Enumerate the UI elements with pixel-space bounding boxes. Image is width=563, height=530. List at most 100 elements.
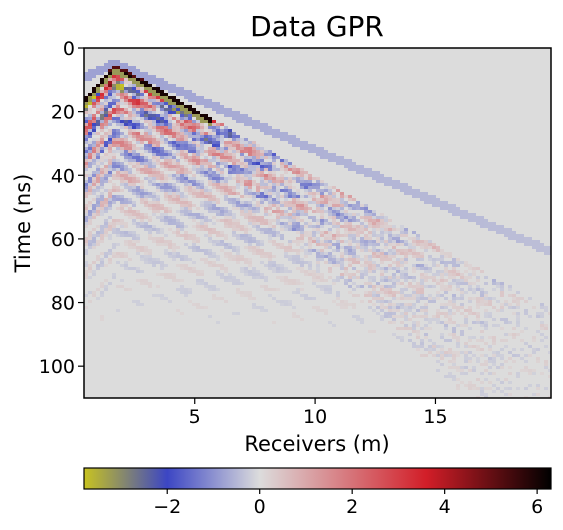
heatmap-cell: [192, 216, 196, 219]
heatmap-cell: [148, 147, 152, 150]
heatmap-cell: [528, 369, 532, 372]
heatmap-cell: [156, 186, 160, 189]
heatmap-cell: [236, 174, 240, 177]
heatmap-cell: [136, 147, 140, 150]
heatmap-cell: [312, 231, 316, 234]
heatmap-cell: [288, 258, 292, 261]
heatmap-cell: [144, 201, 148, 204]
heatmap-cell: [112, 174, 116, 177]
heatmap-cell: [200, 195, 204, 198]
heatmap-cell: [364, 249, 368, 252]
heatmap-cell: [104, 207, 108, 210]
heatmap-cell: [180, 123, 184, 126]
heatmap-cell: [488, 297, 492, 300]
heatmap-cell: [256, 186, 260, 189]
heatmap-cell: [416, 264, 420, 267]
heatmap-cell: [200, 102, 204, 105]
heatmap-cell: [268, 162, 272, 165]
heatmap-cell: [136, 87, 140, 90]
heatmap-cell: [432, 201, 436, 204]
heatmap-cell: [316, 201, 320, 204]
heatmap-cell: [252, 246, 256, 249]
heatmap-cell: [400, 339, 404, 342]
heatmap-cell: [308, 249, 312, 252]
heatmap-cell: [456, 261, 460, 264]
heatmap-cell: [380, 270, 384, 273]
heatmap-cell: [200, 201, 204, 204]
heatmap-cell: [112, 222, 116, 225]
heatmap-cell: [100, 162, 104, 165]
heatmap-cell: [336, 228, 340, 231]
heatmap-cell: [88, 135, 92, 138]
heatmap-cell: [124, 66, 128, 69]
heatmap-cell: [252, 252, 256, 255]
heatmap-cell: [452, 258, 456, 261]
heatmap-cell: [148, 171, 152, 174]
heatmap-cell: [84, 276, 88, 279]
heatmap-cell: [200, 282, 204, 285]
heatmap-cell: [108, 153, 112, 156]
heatmap-cell: [212, 210, 216, 213]
heatmap-cell: [112, 81, 116, 84]
heatmap-cell: [144, 99, 148, 102]
heatmap-cell: [132, 192, 136, 195]
heatmap-cell: [408, 249, 412, 252]
heatmap-cell: [320, 309, 324, 312]
heatmap-cell: [316, 252, 320, 255]
heatmap-cell: [344, 273, 348, 276]
heatmap-cell: [104, 93, 108, 96]
heatmap-cell: [452, 264, 456, 267]
heatmap-cell: [260, 126, 264, 129]
heatmap-cell: [304, 192, 308, 195]
heatmap-cell: [404, 288, 408, 291]
heatmap-cell: [128, 240, 132, 243]
heatmap-cell: [92, 177, 96, 180]
heatmap-cell: [324, 189, 328, 192]
heatmap-cell: [168, 210, 172, 213]
heatmap-cell: [168, 228, 172, 231]
heatmap-cell: [220, 189, 224, 192]
heatmap-cell: [100, 126, 104, 129]
heatmap-cell: [272, 225, 276, 228]
heatmap-cell: [336, 264, 340, 267]
heatmap-cell: [220, 141, 224, 144]
heatmap-cell: [100, 318, 104, 321]
heatmap-cell: [96, 171, 100, 174]
heatmap-cell: [416, 348, 420, 351]
heatmap-cell: [260, 162, 264, 165]
heatmap-cell: [240, 159, 244, 162]
heatmap-cell: [264, 210, 268, 213]
heatmap-cell: [448, 375, 452, 378]
heatmap-cell: [112, 219, 116, 222]
heatmap-cell: [228, 108, 232, 111]
heatmap-cell: [396, 180, 400, 183]
heatmap-cell: [456, 378, 460, 381]
heatmap-cell: [364, 210, 368, 213]
heatmap-cell: [380, 261, 384, 264]
heatmap-cell: [112, 276, 116, 279]
heatmap-cell: [368, 171, 372, 174]
heatmap-cell: [116, 171, 120, 174]
heatmap-cell: [372, 255, 376, 258]
heatmap-cell: [220, 273, 224, 276]
heatmap-cell: [312, 192, 316, 195]
heatmap-cell: [176, 225, 180, 228]
heatmap-cell: [268, 198, 272, 201]
heatmap-cell: [108, 198, 112, 201]
heatmap-cell: [260, 231, 264, 234]
heatmap-cell: [464, 210, 468, 213]
heatmap-cell: [356, 213, 360, 216]
heatmap-cell: [196, 171, 200, 174]
heatmap-cell: [180, 108, 184, 111]
heatmap-cell: [116, 189, 120, 192]
heatmap-cell: [240, 120, 244, 123]
heatmap-cell: [128, 150, 132, 153]
heatmap-cell: [96, 213, 100, 216]
heatmap-cell: [316, 231, 320, 234]
heatmap-cell: [344, 219, 348, 222]
heatmap-cell: [264, 189, 268, 192]
heatmap-cell: [180, 120, 184, 123]
heatmap-cell: [140, 201, 144, 204]
heatmap-cell: [288, 192, 292, 195]
heatmap-layer: [84, 60, 551, 398]
